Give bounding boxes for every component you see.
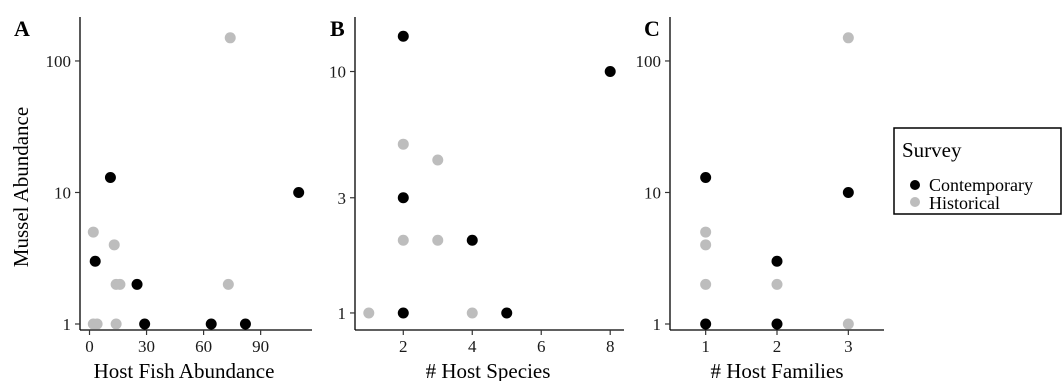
y-tick-label: 10 <box>54 183 71 202</box>
point-historical <box>432 234 444 246</box>
point-historical <box>397 234 409 246</box>
y-tick-label: 1 <box>338 304 347 323</box>
panel-a-letter: A <box>14 16 30 41</box>
legend-marker-contemporary <box>910 180 920 190</box>
point-historical <box>224 32 236 44</box>
point-contemporary <box>205 318 217 330</box>
y-tick-label: 100 <box>636 52 662 71</box>
y-tick-label: 1 <box>653 315 662 334</box>
panel-b-letter: B <box>330 16 345 41</box>
x-tick-label: 30 <box>138 337 155 356</box>
point-historical <box>110 318 122 330</box>
point-contemporary <box>104 171 116 183</box>
y-tick-label: 10 <box>329 63 346 82</box>
x-tick-label: 6 <box>537 337 546 356</box>
point-historical <box>700 278 712 290</box>
point-historical <box>842 318 854 330</box>
point-historical <box>771 278 783 290</box>
x-tick-label: 8 <box>606 337 615 356</box>
panel-c-x-axis-title: # Host Families <box>710 359 843 381</box>
point-contemporary <box>604 66 616 78</box>
panel-a-plot: 1 10 100 0 30 60 90 <box>46 17 312 356</box>
point-contemporary <box>131 278 143 290</box>
point-contemporary <box>501 307 513 319</box>
legend-title: Survey <box>902 138 962 162</box>
legend-box <box>893 127 1062 215</box>
point-contemporary <box>239 318 251 330</box>
point-contemporary <box>842 186 854 198</box>
point-contemporary <box>89 255 101 267</box>
point-historical <box>114 278 126 290</box>
legend-label-historical: Historical <box>929 193 1000 213</box>
y-tick-label: 1 <box>63 315 72 334</box>
x-tick-label: 2 <box>399 337 408 356</box>
panel-b: B # Host Species 1 3 10 2 4 6 8 <box>329 16 624 381</box>
x-tick-label: 60 <box>195 337 212 356</box>
point-historical <box>87 226 99 238</box>
point-contemporary <box>700 318 712 330</box>
point-historical <box>91 318 103 330</box>
point-historical <box>700 226 712 238</box>
point-historical <box>466 307 478 319</box>
point-historical <box>363 307 375 319</box>
panel-a-y-axis-title: Mussel Abundance <box>9 107 33 267</box>
x-tick-label: 3 <box>844 337 853 356</box>
legend: Survey Contemporary Historical <box>893 127 1062 215</box>
point-historical <box>700 239 712 251</box>
point-historical <box>222 278 234 290</box>
panel-b-x-axis-title: # Host Species <box>426 359 551 381</box>
point-historical <box>842 32 854 44</box>
point-contemporary <box>771 255 783 267</box>
point-contemporary <box>139 318 151 330</box>
point-contemporary <box>771 318 783 330</box>
y-tick-label: 100 <box>46 52 72 71</box>
legend-label-contemporary: Contemporary <box>929 175 1033 195</box>
point-historical <box>432 154 444 166</box>
panel-a-x-axis-title: Host Fish Abundance <box>94 359 275 381</box>
legend-marker-historical <box>910 197 920 207</box>
panel-c: C # Host Families 1 10 100 1 2 3 <box>636 16 884 381</box>
point-contemporary <box>293 186 305 198</box>
point-contemporary <box>700 171 712 183</box>
x-tick-label: 1 <box>701 337 710 356</box>
x-tick-label: 2 <box>773 337 782 356</box>
point-contemporary <box>397 192 409 204</box>
x-tick-label: 4 <box>468 337 477 356</box>
point-historical <box>397 138 409 150</box>
panel-c-letter: C <box>644 16 660 41</box>
x-tick-label: 0 <box>85 337 94 356</box>
panel-c-plot: 1 10 100 1 2 3 <box>636 17 884 356</box>
y-tick-label: 3 <box>338 189 347 208</box>
point-contemporary <box>397 307 409 319</box>
point-historical <box>108 239 120 251</box>
point-contemporary <box>397 30 409 42</box>
panel-b-plot: 1 3 10 2 4 6 8 <box>329 17 624 356</box>
x-tick-label: 90 <box>252 337 269 356</box>
point-contemporary <box>466 234 478 246</box>
y-tick-label: 10 <box>644 183 661 202</box>
panel-a: A Mussel Abundance Host Fish Abundance 1… <box>9 16 312 381</box>
